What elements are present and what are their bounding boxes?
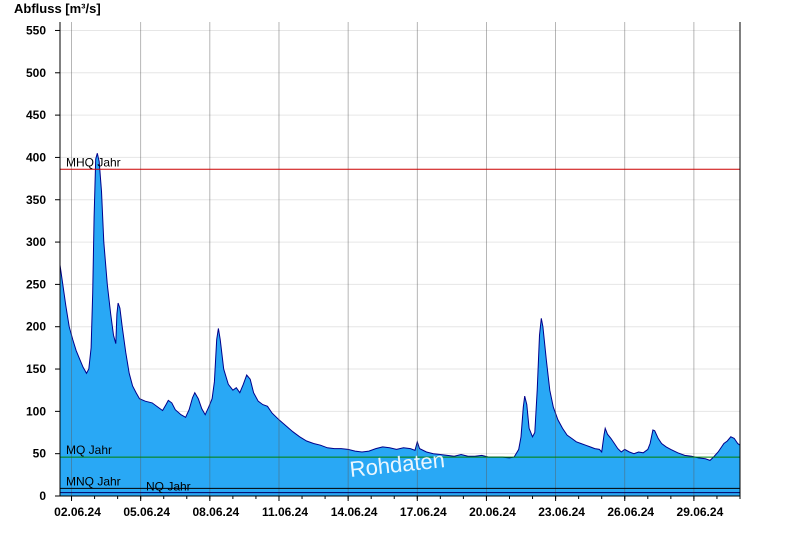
x-tick-label-9: 29.06.24 (677, 505, 724, 519)
y-tick-label-9: 450 (26, 108, 46, 122)
x-axis-ticks: 02.06.24 05.06.24 08.06.24 11.06.24 14.06.24… (54, 496, 741, 519)
y-tick-label-2: 100 (26, 404, 46, 418)
grid-lines (60, 29, 740, 455)
x-tick-label-5: 17.06.24 (400, 505, 447, 519)
x-tick-label-3: 11.06.24 (262, 505, 308, 519)
y-tick-label-7: 350 (26, 193, 46, 207)
ref-line-label-0: MHQ Jahr (66, 155, 121, 169)
ref-line-label-3: NQ Jahr (146, 480, 191, 494)
axes (59, 22, 741, 497)
x-tick-label-8: 26.06.24 (607, 505, 654, 519)
x-tick-label-2: 08.06.24 (192, 505, 239, 519)
x-tick-label-1: 05.06.24 (123, 505, 170, 519)
x-tick-label-0: 02.06.24 (54, 505, 101, 519)
y-tick-label-5: 250 (26, 277, 46, 291)
y-tick-label-4: 200 (26, 320, 46, 334)
x-tick-label-6: 20.06.24 (469, 505, 516, 519)
ref-line-label-2: MNQ Jahr (66, 474, 121, 488)
x-tick-label-7: 23.06.24 (538, 505, 585, 519)
y-tick-label-3: 150 (26, 362, 46, 376)
y-tick-label-0: 0 (39, 489, 46, 503)
y-tick-label-10: 500 (26, 66, 46, 80)
y-axis-title: Abfluss [m³/s] (14, 1, 101, 16)
x-tick-label-4: 14.06.24 (331, 505, 378, 519)
discharge-line (59, 153, 741, 461)
y-tick-label-11: 550 (26, 23, 46, 37)
y-axis-ticks: 0 50 100 150 200 250 300 350 400 450 500 550 (26, 23, 60, 503)
y-tick-label-6: 300 (26, 235, 46, 249)
vertical-grid-overlay (71, 22, 695, 496)
discharge-area (60, 153, 740, 496)
ref-line-label-1: MQ Jahr (66, 443, 112, 457)
y-tick-label-1: 50 (33, 447, 47, 461)
reference-lines: MHQ Jahr MQ Jahr MNQ Jahr NQ Jahr (60, 155, 740, 494)
y-tick-label-8: 400 (26, 150, 46, 164)
